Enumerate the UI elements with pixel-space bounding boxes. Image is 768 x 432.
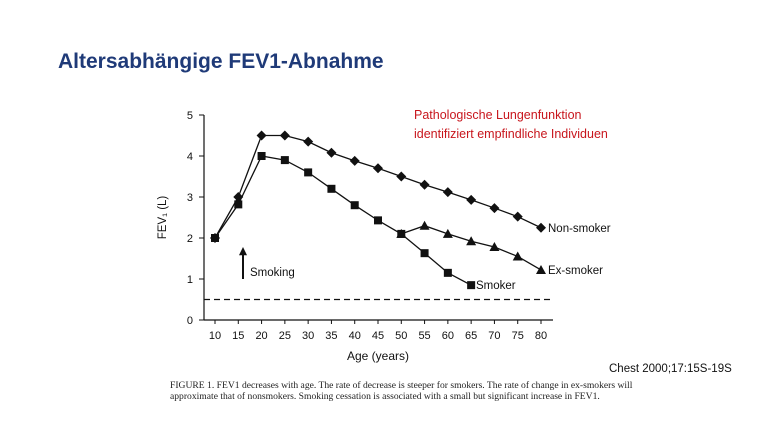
diamond-marker: [396, 171, 407, 182]
series-line: [214, 155, 472, 286]
square-marker: [397, 229, 406, 238]
chart-labels: Age (years) FEV₁ (L) Non-smoker Ex-smoker Sm…: [157, 196, 611, 363]
square-marker: [374, 216, 382, 225]
triangle-marker: [442, 228, 453, 238]
square-marker: [327, 184, 336, 193]
diamond-marker: [442, 187, 453, 198]
annotation-note: Pathologische Lungenfunktion identifizie…: [414, 106, 608, 144]
square-marker: [467, 281, 476, 290]
x-tick-label: 40: [349, 330, 361, 342]
y-tick-label: 4: [187, 151, 193, 163]
figure-caption: FIGURE 1. FEV1 decreases with age. The r…: [170, 380, 640, 403]
diamond-marker: [373, 163, 383, 174]
x-tick-label: 55: [418, 330, 430, 342]
diamond-marker: [279, 130, 290, 141]
x-tick-label: 80: [535, 330, 547, 342]
y-tick-label: 0: [187, 315, 193, 327]
diamond-marker: [512, 211, 523, 222]
square-marker: [234, 200, 243, 209]
diamond-marker: [326, 147, 337, 158]
annotation-line-1: Pathologische Lungenfunktion: [414, 108, 582, 122]
diamond-marker: [303, 136, 314, 147]
triangle-marker: [466, 236, 477, 246]
diamond-marker: [489, 203, 500, 214]
series-label: Smoker: [476, 280, 516, 292]
y-tick-label: 3: [187, 192, 193, 204]
y-tick-label: 5: [187, 110, 193, 122]
series-label: Non-smoker: [548, 223, 611, 235]
citation: Chest 2000;17:15S-19S: [609, 363, 732, 375]
diamond-marker: [536, 222, 546, 233]
square-marker: [280, 156, 289, 165]
y-axis-label: FEV₁ (L): [157, 196, 169, 240]
square-marker: [420, 249, 429, 258]
square-marker: [350, 201, 359, 210]
triangle-marker: [512, 251, 523, 261]
square-marker: [304, 168, 313, 177]
diamond-marker: [419, 179, 430, 190]
x-tick-label: 25: [279, 330, 291, 342]
slide-title: Altersabhängige FEV1-Abnahme: [58, 50, 384, 73]
square-marker: [211, 234, 219, 242]
x-tick-label: 10: [209, 330, 221, 342]
x-tick-label: 75: [512, 330, 524, 342]
series-label: Ex-smoker: [548, 265, 603, 277]
x-tick-label: 35: [325, 330, 337, 342]
x-tick-label: 15: [232, 330, 244, 342]
caption-text: FIGURE 1. FEV1 decreases with age. The r…: [170, 380, 633, 403]
triangle-marker: [536, 264, 546, 274]
chart-series: [210, 130, 546, 290]
series-ex-smoker: [396, 220, 546, 274]
triangle-marker: [489, 242, 500, 252]
x-tick-label: 20: [255, 330, 267, 342]
diamond-marker: [256, 130, 267, 141]
x-tick-label: 65: [465, 330, 477, 342]
y-tick-label: 1: [187, 274, 193, 286]
smoking-annotation: Smoking: [250, 267, 295, 279]
series-non-smoker: [210, 130, 546, 243]
x-tick-label: 60: [442, 330, 454, 342]
x-tick-label: 50: [395, 330, 407, 342]
x-axis-label: Age (years): [347, 349, 409, 363]
square-marker: [443, 268, 452, 277]
x-tick-label: 70: [488, 330, 500, 342]
triangle-marker: [419, 220, 430, 230]
diamond-marker: [466, 194, 477, 205]
series-smoker: [211, 152, 476, 290]
smoking-arrow-head: [239, 247, 247, 256]
series-line: [401, 225, 542, 271]
x-tick-label: 45: [372, 330, 384, 342]
x-tick-label: 30: [302, 330, 314, 342]
square-marker: [257, 152, 266, 160]
y-tick-label: 2: [187, 233, 193, 245]
diamond-marker: [349, 155, 360, 166]
annotation-line-2: identifiziert empfindliche Individuen: [414, 127, 608, 141]
